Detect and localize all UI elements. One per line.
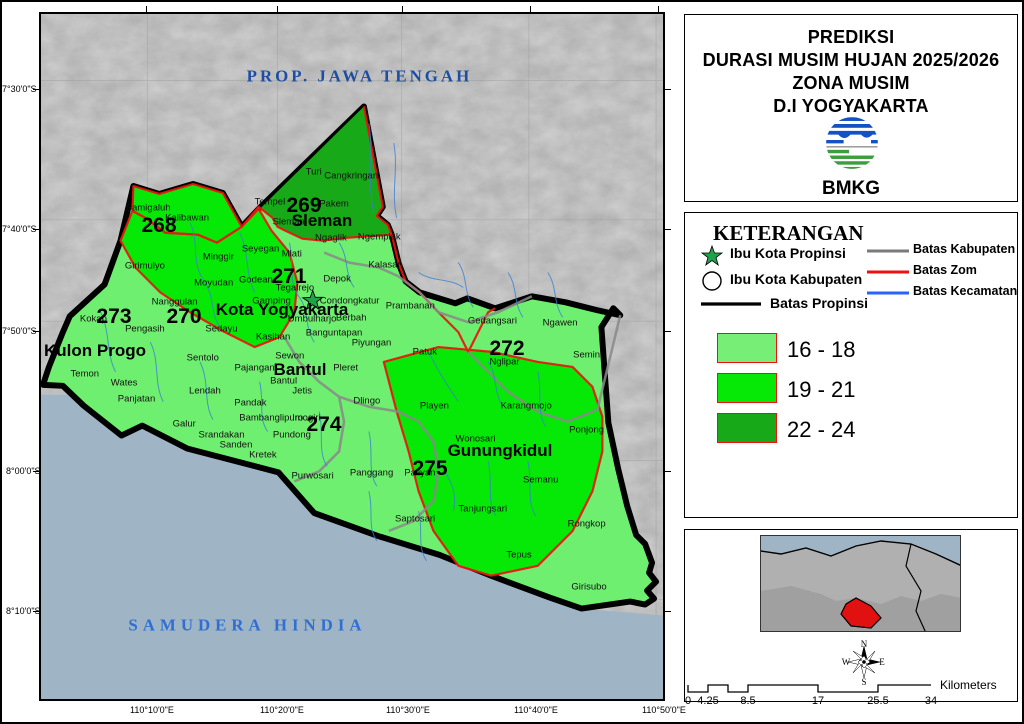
svg-text:8.5: 8.5 <box>740 695 755 707</box>
svg-text:Kilometers: Kilometers <box>940 678 997 692</box>
svg-text:34: 34 <box>925 695 937 707</box>
svg-text:4.25: 4.25 <box>697 695 718 707</box>
svg-text:17: 17 <box>812 695 824 707</box>
svg-text:SAMUDERA HINDIA: SAMUDERA HINDIA <box>128 615 366 634</box>
svg-text:E: E <box>879 657 885 667</box>
svg-text:PROP. JAWA TENGAH: PROP. JAWA TENGAH <box>247 67 473 86</box>
svg-text:25.5: 25.5 <box>867 695 888 707</box>
svg-text:0: 0 <box>685 695 691 707</box>
